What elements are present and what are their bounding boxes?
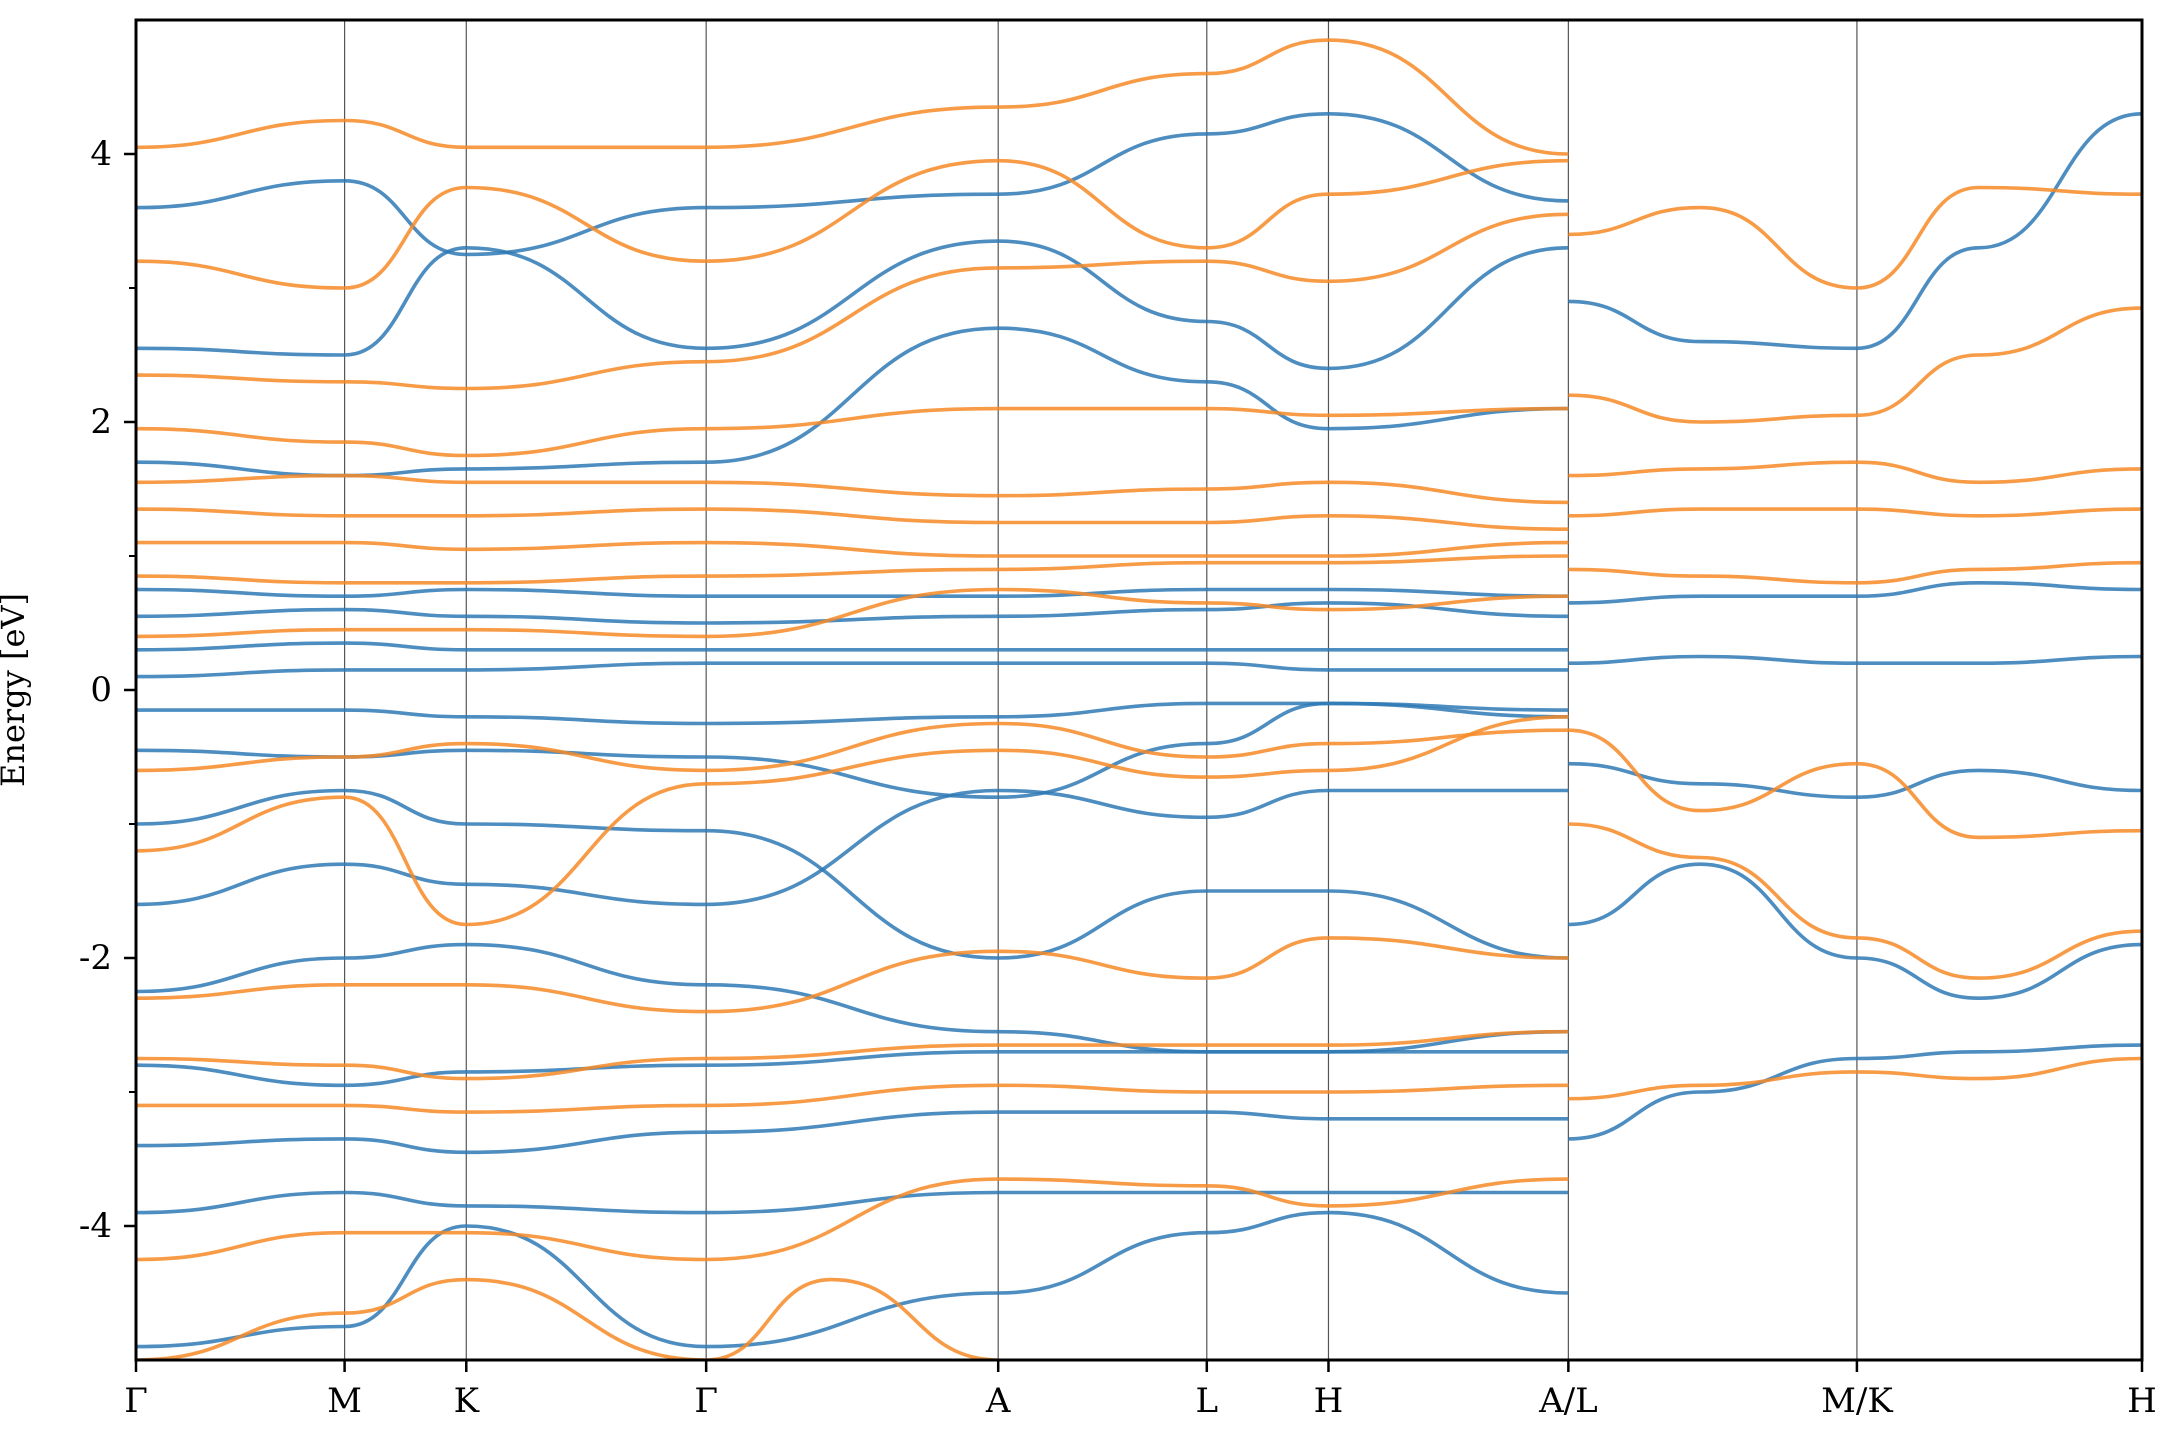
band-spin-up — [1568, 1043, 2142, 1141]
band-spin-up — [136, 641, 1569, 652]
band-spin-down — [1568, 185, 2142, 290]
x-tick-label: K — [454, 1381, 480, 1421]
band-spin-down — [136, 158, 1569, 290]
y-axis: -4 -2 0 2 4 — [79, 134, 136, 1246]
band-spin-up — [1568, 581, 2142, 605]
x-axis: Γ M K Γ A L H A/L M/K H — [124, 1360, 2157, 1421]
band-spin-up — [1568, 862, 2142, 1000]
x-tick-label: Γ — [124, 1381, 148, 1421]
band-spin-up — [136, 661, 1569, 679]
y-tick-label: 4 — [90, 134, 112, 174]
band-spin-up — [136, 326, 1569, 478]
band-spin-up — [1568, 654, 2142, 666]
x-tick-label: L — [1196, 1381, 1219, 1421]
band-spin-up — [136, 112, 1569, 257]
band-spin-down — [1568, 507, 2142, 518]
band-spin-up — [136, 1210, 1569, 1349]
band-spin-down — [136, 1083, 1569, 1114]
band-spin-up — [136, 1110, 1569, 1155]
x-tick-label: M/K — [1821, 1381, 1893, 1421]
band-spin-up — [136, 788, 1569, 907]
band-spin-down — [1568, 1056, 2142, 1101]
y-tick-label: 2 — [90, 402, 112, 442]
band-spin-down — [136, 1277, 999, 1360]
band-spin-down — [1568, 460, 2142, 485]
band-spin-up — [1568, 112, 2142, 351]
y-axis-label: Energy [eV] — [0, 593, 32, 787]
plot-frame — [134, 18, 2144, 1362]
band-spin-down — [136, 540, 1569, 558]
band-spin-down — [1568, 822, 2142, 980]
band-spin-down — [136, 721, 1569, 773]
band-spin-down — [136, 507, 1569, 531]
band-spin-down — [136, 473, 1569, 505]
band-spin-down — [136, 715, 1569, 927]
band-spin-up — [136, 587, 1569, 599]
x-tick-label: H — [2127, 1381, 2157, 1421]
band-spin-down — [1568, 306, 2142, 424]
band-spin-down — [136, 554, 1569, 585]
y-tick-label: -4 — [79, 1206, 112, 1246]
band-spin-down — [136, 1177, 1569, 1262]
band-spin-down — [136, 587, 1569, 639]
band-lines — [136, 38, 2142, 1360]
band-spin-up — [136, 701, 1569, 726]
x-tick-label: M — [327, 1381, 362, 1421]
band-spin-up — [136, 239, 1569, 371]
band-spin-up — [1568, 761, 2142, 799]
x-tick-label: H — [1314, 1381, 1344, 1421]
band-spin-up — [136, 601, 1569, 625]
band-spin-down — [136, 406, 1569, 458]
band-spin-up — [136, 788, 1569, 960]
band-spin-down — [136, 38, 1569, 156]
x-tick-label: Γ — [694, 1381, 718, 1421]
band-spin-up — [136, 1190, 1569, 1215]
band-spin-down — [1568, 728, 2142, 840]
band-spin-up — [136, 942, 1569, 1054]
x-tick-label: A/L — [1538, 1381, 1598, 1421]
band-spin-down — [1568, 560, 2142, 585]
y-tick-label: 0 — [90, 670, 112, 710]
band-spin-up — [136, 701, 1569, 799]
y-tick-label: -2 — [79, 938, 112, 978]
x-tick-label: A — [985, 1381, 1011, 1421]
band-spin-down — [136, 1029, 1569, 1081]
band-spin-down — [136, 936, 1569, 1014]
high-symmetry-lines — [343, 20, 1858, 1360]
band-spin-down — [136, 212, 1569, 391]
band-spin-up — [136, 1049, 1569, 1088]
